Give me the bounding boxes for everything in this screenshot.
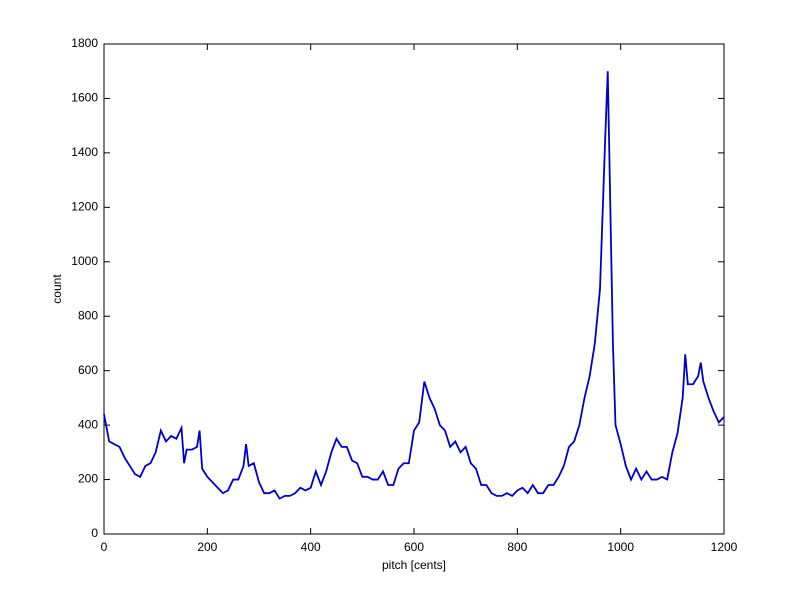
y-tick-label: 1400	[71, 145, 98, 159]
y-tick-label: 1000	[71, 254, 98, 268]
y-tick-label: 1600	[71, 91, 98, 105]
x-axis-label: pitch [cents]	[382, 558, 446, 572]
line-series	[103, 71, 725, 500]
x-tick-label: 800	[507, 540, 527, 554]
y-tick-label: 400	[78, 417, 98, 431]
y-tick-label: 800	[78, 308, 98, 322]
x-tick-label: 600	[404, 540, 424, 554]
x-tick-label: 1200	[711, 540, 738, 554]
plot-frame	[103, 43, 725, 535]
x-tick-label: 0	[101, 540, 108, 554]
x-tick-label: 1000	[607, 540, 634, 554]
y-tick-label: 1200	[71, 200, 98, 214]
x-tick-label: 400	[301, 540, 321, 554]
y-tick-label: 600	[78, 363, 98, 377]
y-axis-label: count	[50, 274, 64, 304]
y-tick-label: 200	[78, 472, 98, 486]
x-tick-label: 200	[197, 540, 217, 554]
y-tick-label: 0	[91, 526, 98, 540]
y-tick-label: 1800	[71, 36, 98, 50]
